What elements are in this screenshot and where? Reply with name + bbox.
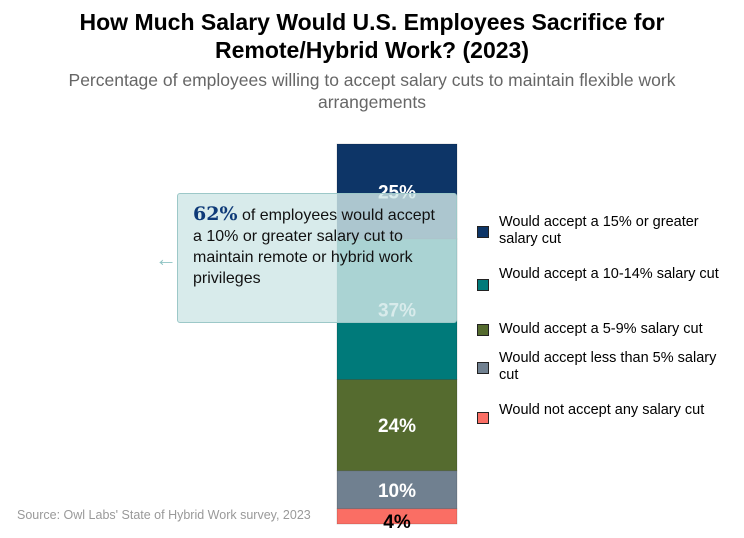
legend-swatch: [477, 279, 489, 291]
source-note: Source: Owl Labs' State of Hybrid Work s…: [17, 508, 311, 522]
legend-label: Would accept a 10-14% salary cut: [499, 266, 719, 282]
bar-segment-label: 10%: [378, 481, 416, 502]
legend-swatch: [477, 226, 489, 238]
legend-label: Would accept a 15% or greater salary cut: [499, 214, 699, 247]
chart-subtitle: Percentage of employees willing to accep…: [68, 70, 676, 112]
legend-swatch: [477, 324, 489, 336]
chart-title: How Much Salary Would U.S. Employees Sac…: [79, 9, 665, 63]
bar-segment: [336, 508, 458, 525]
bar-segment: [336, 379, 458, 472]
legend-label: Would not accept any salary cut: [499, 402, 705, 418]
callout-text: of employees would accept a 10% or great…: [193, 207, 435, 287]
callout-highlight: 62%: [193, 203, 238, 225]
legend-swatch: [477, 412, 489, 424]
bar-segment-label: 24%: [378, 416, 416, 437]
bar-segment: [336, 470, 458, 510]
legend-swatch: [477, 362, 489, 374]
callout-box: 62% of employees would accept a 10% or g…: [177, 193, 457, 323]
arrow-left-icon: ←: [155, 246, 177, 271]
bar-segment-label: 4%: [383, 512, 411, 533]
legend-label: Would accept a 5-9% salary cut: [499, 321, 703, 337]
legend-label: Would accept less than 5% salary cut: [499, 350, 717, 383]
